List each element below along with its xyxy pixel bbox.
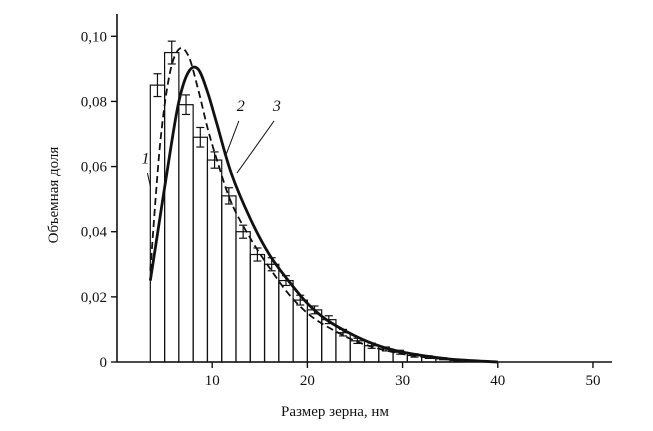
histogram-bar <box>163 51 180 363</box>
y-tick-label: 0,02 <box>81 290 107 306</box>
histogram-bar <box>221 195 237 363</box>
x-axis-title: Размер зерна, нм <box>281 404 389 420</box>
error-bar <box>182 94 191 116</box>
histogram-bar <box>278 279 294 363</box>
error-bar <box>167 40 176 65</box>
curve-label-leader <box>146 172 151 187</box>
tick-marks: 10 20 30 40 50 0 0,02 0,04 0,06 0,08 0,10 <box>81 29 601 389</box>
series-3-curve <box>148 65 498 364</box>
fit-curves <box>148 47 498 364</box>
y-axis-title: Объемная доля <box>46 147 62 244</box>
curve-label-1: 1 <box>142 150 150 167</box>
y-tick-label: 0,04 <box>81 225 108 241</box>
y-tick-label: 0,06 <box>81 160 108 176</box>
x-tick-label: 20 <box>300 373 315 389</box>
series-2-curve <box>149 47 498 363</box>
histogram-bar <box>206 159 223 363</box>
y-tick-label: 0,08 <box>81 94 107 110</box>
x-tick-label: 10 <box>205 373 220 389</box>
histogram-bar <box>235 231 251 363</box>
y-tick-label: 0,10 <box>81 29 107 45</box>
x-tick-label: 50 <box>585 373 600 389</box>
x-tick-label: 30 <box>395 373 410 389</box>
curve-label-leader <box>226 120 240 154</box>
error-bar <box>196 126 205 148</box>
axes <box>116 14 612 363</box>
histogram-bar <box>192 136 209 363</box>
curve-label-leader <box>236 120 275 174</box>
y-tick-label: 0 <box>100 355 108 371</box>
curve-labels: 1 2 3 <box>142 98 281 187</box>
error-bar <box>153 73 162 98</box>
curve-label-2: 2 <box>237 98 245 115</box>
x-tick-label: 40 <box>490 373 505 389</box>
histogram-bar <box>292 299 308 363</box>
histogram-bars <box>149 51 466 363</box>
histogram-bar <box>178 104 194 363</box>
histogram-bar <box>263 263 280 363</box>
curve-label-3: 3 <box>272 98 281 115</box>
error-bar <box>210 151 219 169</box>
histogram-bar <box>249 253 266 363</box>
